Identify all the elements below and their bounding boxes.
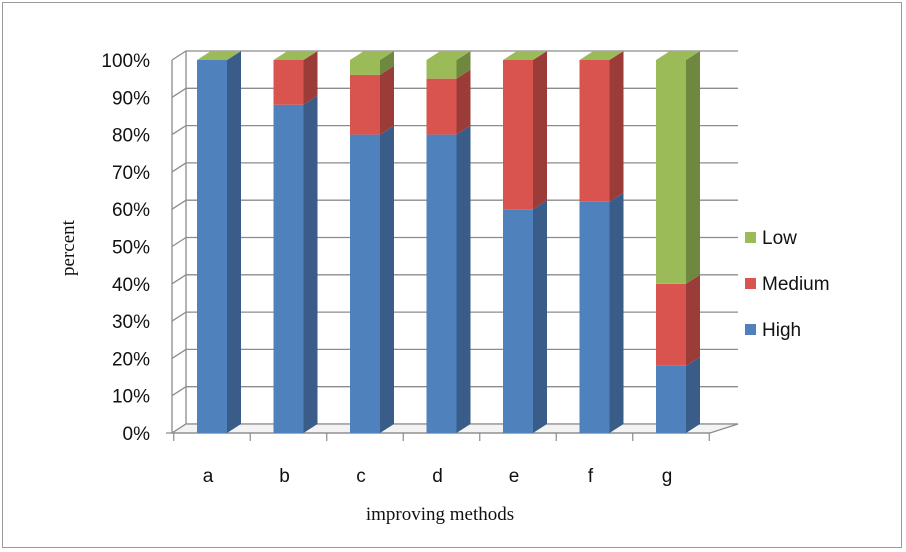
y-tick-label: 60% [112,200,150,221]
bar-c-low [350,60,380,75]
x-tick-label: a [203,466,214,487]
bar-side-b-high [303,95,318,433]
y-tick-label: 10% [112,387,150,408]
bar-c-medium [350,74,380,135]
bar-c-high [350,134,380,433]
bar-side-d-low [456,51,471,79]
bar-e-medium [503,60,533,210]
y-tick-label: 50% [112,238,150,259]
bar-b-medium [273,60,304,105]
bar-top-c [350,51,394,60]
bar-e-high [503,209,533,433]
bar-top-g [656,51,700,60]
y-tick-label: 80% [112,126,150,147]
legend-label-low: Low [762,228,797,249]
bar-top-e [503,51,547,60]
bar-f-high [579,201,610,433]
bar-top-a [197,51,241,60]
bar-side-g-medium [686,274,700,366]
bar-top-d [426,51,471,60]
bar-side-g-low [686,51,700,284]
bar-side-d-medium [456,69,471,135]
bar-side-f-high [609,192,624,433]
bar-side-b-medium [303,51,318,105]
bar-side-a-high [227,51,241,433]
bar-g-low [656,60,686,284]
x-tick-label: d [432,466,443,487]
bar-side-e-high [533,200,547,433]
y-tick-label: 40% [112,275,150,296]
y-tick-label: 90% [112,88,150,109]
bar-side-d-high [456,125,471,433]
bar-side-g-high [686,356,700,433]
legend-label-high: High [762,320,801,341]
bar-a-high [197,60,227,433]
bar-side-c-medium [380,65,394,135]
x-axis-title: improving methods [366,504,514,525]
x-tick-label: b [279,466,290,487]
bar-d-medium [426,78,457,135]
y-tick-label: 0% [123,424,151,445]
legend-swatch-medium [745,278,756,289]
x-tick-label: g [662,466,673,487]
bar-side-e-medium [533,51,547,210]
bar-d-low [426,60,457,79]
x-tick-label: e [509,466,520,487]
x-tick-label: f [588,466,594,487]
bar-g-medium [656,283,686,366]
x-tick-label: c [356,466,366,487]
bar-side-c-high [380,125,394,433]
y-tick-label: 20% [112,349,150,370]
bar-d-high [426,134,457,433]
bar-f-medium [579,60,610,202]
bar-b-high [273,104,304,433]
legend-swatch-low [745,232,756,243]
y-tick-label: 70% [112,163,150,184]
y-axis-title: percent [58,219,79,276]
y-tick-label: 100% [101,51,150,72]
bar-side-c-low [380,51,394,75]
bar-g-high [656,365,686,433]
bar-side-f-medium [609,51,624,202]
legend-label-medium: Medium [762,274,830,295]
bar-top-b [273,51,318,60]
y-tick-label: 30% [112,312,150,333]
legend-swatch-high [745,324,756,335]
bar-top-f [579,51,624,60]
